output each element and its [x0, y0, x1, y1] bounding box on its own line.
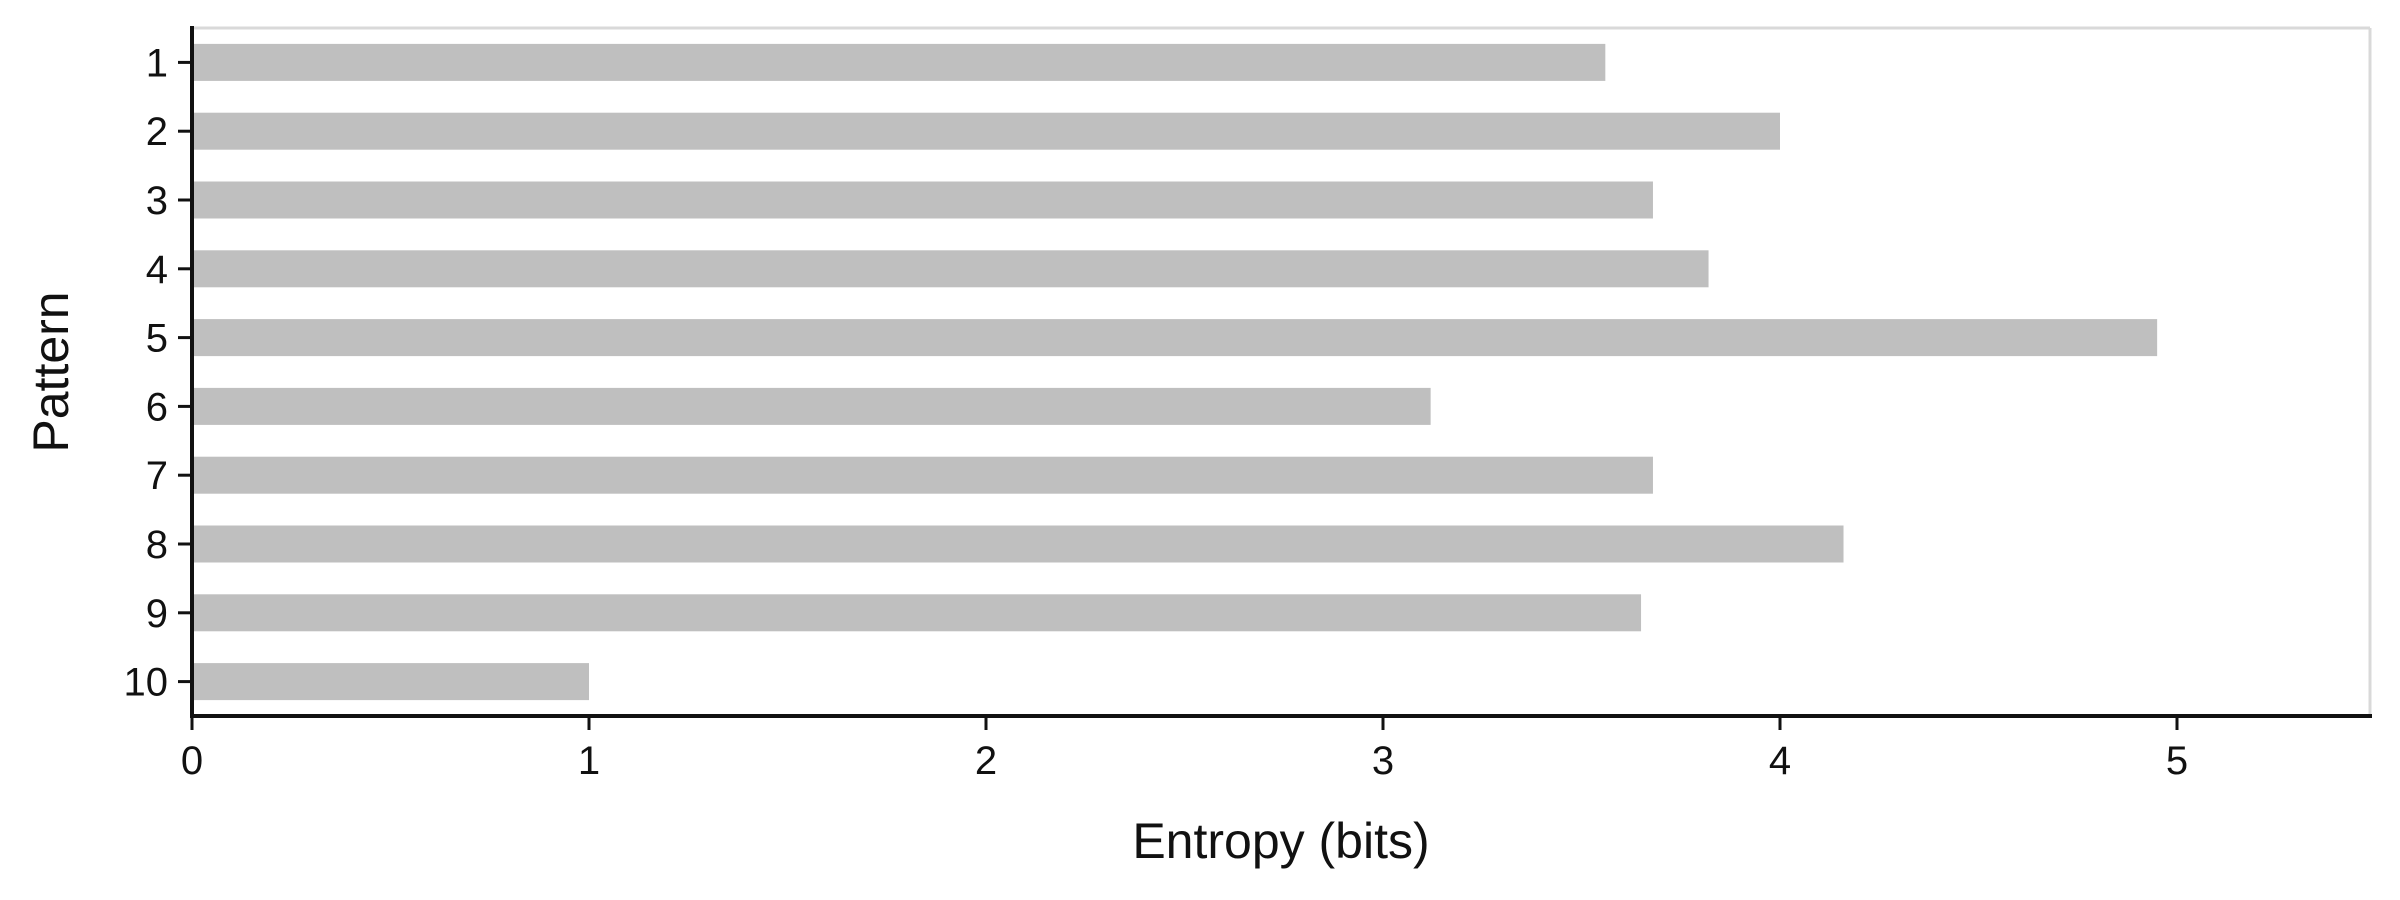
x-tick-label: 0	[181, 739, 203, 783]
x-tick-label: 2	[975, 739, 997, 783]
bars-group	[192, 43, 2158, 701]
x-tick-label: 4	[1769, 739, 1791, 783]
bar-pattern-1	[192, 43, 1606, 81]
bar-pattern-7	[192, 456, 1653, 494]
y-ticks-group: 1 2 3 4 5 6 7 8 9 10	[124, 41, 192, 705]
bar-pattern-9	[192, 594, 1642, 632]
plot-frame	[192, 26, 2372, 716]
x-ticks-group: 0 1 2 3 4 5	[181, 716, 2188, 783]
bar-pattern-10	[192, 663, 589, 701]
y-tick-label: 10	[124, 661, 169, 705]
bar-pattern-2	[192, 112, 1780, 150]
bar-pattern-8	[192, 525, 1844, 563]
bar-pattern-6	[192, 387, 1431, 425]
y-tick-label: 6	[146, 385, 168, 429]
y-tick-label: 9	[146, 592, 168, 636]
y-tick-label: 4	[146, 248, 168, 292]
y-tick-label: 5	[146, 317, 168, 361]
y-tick-label: 3	[146, 179, 168, 223]
y-tick-label: 1	[146, 41, 168, 85]
axes-group	[190, 26, 2372, 718]
y-tick-label: 8	[146, 523, 168, 567]
x-tick-label: 5	[2166, 739, 2188, 783]
bar-pattern-4	[192, 250, 1709, 288]
x-tick-label: 3	[1372, 739, 1394, 783]
x-axis-title: Entropy (bits)	[1132, 813, 1429, 869]
y-tick-label: 7	[146, 454, 168, 498]
x-tick-label: 1	[578, 739, 600, 783]
y-tick-label: 2	[146, 110, 168, 154]
bar-pattern-5	[192, 319, 2158, 357]
y-axis-title: Pattern	[23, 291, 79, 452]
bar-pattern-3	[192, 181, 1653, 219]
